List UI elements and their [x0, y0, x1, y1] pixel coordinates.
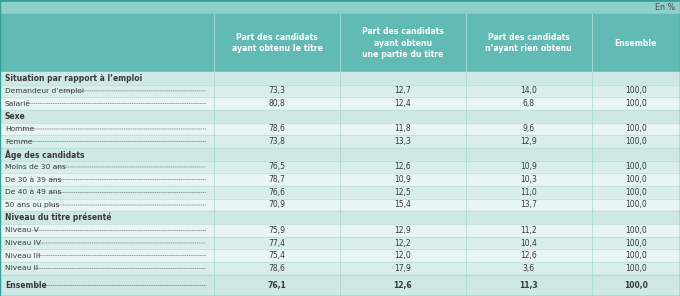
Text: 12,6: 12,6 [394, 163, 411, 171]
Text: 10,9: 10,9 [520, 163, 537, 171]
Text: 100,0: 100,0 [624, 281, 648, 290]
Text: 12,9: 12,9 [520, 137, 537, 146]
Text: 12,6: 12,6 [394, 281, 412, 290]
Text: De 40 à 49 ans: De 40 à 49 ans [5, 189, 61, 195]
Text: En %: En % [655, 3, 675, 12]
Text: 6,8: 6,8 [523, 99, 534, 108]
Bar [0, 148, 680, 161]
Text: 78,7: 78,7 [269, 175, 286, 184]
Bar [0, 173, 680, 186]
Text: 100,0: 100,0 [625, 124, 647, 133]
Bar [0, 275, 680, 296]
Text: 10,4: 10,4 [520, 239, 537, 247]
Bar [0, 0, 680, 14]
Text: Niveau II: Niveau II [5, 265, 38, 271]
Text: 3,6: 3,6 [523, 264, 534, 273]
Bar [0, 14, 680, 72]
Text: 100,0: 100,0 [625, 86, 647, 95]
Text: 75,4: 75,4 [269, 251, 286, 260]
Bar [0, 199, 680, 211]
Text: 100,0: 100,0 [625, 188, 647, 197]
Bar [0, 237, 680, 249]
Text: 9,6: 9,6 [523, 124, 534, 133]
Text: Sexe: Sexe [5, 112, 26, 121]
Text: 73,3: 73,3 [269, 86, 286, 95]
Text: Niveau III: Niveau III [5, 253, 40, 259]
Text: 100,0: 100,0 [625, 175, 647, 184]
Text: 12,6: 12,6 [520, 251, 537, 260]
Text: 50 ans ou plus: 50 ans ou plus [5, 202, 59, 208]
Text: 80,8: 80,8 [269, 99, 286, 108]
Text: 100,0: 100,0 [625, 251, 647, 260]
Text: Niveau IV: Niveau IV [5, 240, 41, 246]
Text: De 30 à 39 ans: De 30 à 39 ans [5, 177, 61, 183]
Text: 100,0: 100,0 [625, 239, 647, 247]
Text: 100,0: 100,0 [625, 264, 647, 273]
Text: 100,0: 100,0 [625, 137, 647, 146]
Text: Part des candidats
ayant obtenu
une partie du titre: Part des candidats ayant obtenu une part… [362, 27, 444, 59]
Text: 78,6: 78,6 [269, 264, 286, 273]
Text: 11,2: 11,2 [520, 226, 537, 235]
Text: Part des candidats
n’ayant rien obtenu: Part des candidats n’ayant rien obtenu [486, 33, 572, 53]
Text: 15,4: 15,4 [394, 200, 411, 210]
Bar [0, 161, 680, 173]
Text: 11,0: 11,0 [520, 188, 537, 197]
Text: 11,3: 11,3 [520, 281, 538, 290]
Text: 70,9: 70,9 [269, 200, 286, 210]
Text: 77,4: 77,4 [269, 239, 286, 247]
Text: Ensemble: Ensemble [615, 38, 657, 48]
Text: Femme: Femme [5, 139, 33, 145]
Text: Âge des candidats: Âge des candidats [5, 149, 84, 160]
Text: 100,0: 100,0 [625, 226, 647, 235]
Text: 17,9: 17,9 [394, 264, 411, 273]
Text: 75,9: 75,9 [269, 226, 286, 235]
Text: 76,1: 76,1 [268, 281, 286, 290]
Bar [0, 110, 680, 123]
Text: 100,0: 100,0 [625, 200, 647, 210]
Text: Salarié: Salarié [5, 101, 31, 107]
Text: Homme: Homme [5, 126, 34, 132]
Text: 10,9: 10,9 [394, 175, 411, 184]
Text: 100,0: 100,0 [625, 99, 647, 108]
Bar [0, 211, 680, 224]
Bar [0, 135, 680, 148]
Text: Part des candidats
ayant obtenu le titre: Part des candidats ayant obtenu le titre [232, 33, 322, 53]
Bar [0, 262, 680, 275]
Bar [0, 97, 680, 110]
Text: Niveau V: Niveau V [5, 227, 39, 233]
Bar [0, 224, 680, 237]
Text: 10,3: 10,3 [520, 175, 537, 184]
Text: 14,0: 14,0 [520, 86, 537, 95]
Text: 13,3: 13,3 [394, 137, 411, 146]
Text: 100,0: 100,0 [625, 163, 647, 171]
Text: 13,7: 13,7 [520, 200, 537, 210]
Bar [0, 123, 680, 135]
Text: 76,5: 76,5 [269, 163, 286, 171]
Bar [0, 249, 680, 262]
Text: 12,9: 12,9 [394, 226, 411, 235]
Text: 12,5: 12,5 [394, 188, 411, 197]
Text: 12,2: 12,2 [394, 239, 411, 247]
Text: 73,8: 73,8 [269, 137, 286, 146]
Bar [0, 186, 680, 199]
Text: 11,8: 11,8 [394, 124, 411, 133]
Text: Ensemble: Ensemble [5, 281, 46, 290]
Bar [0, 72, 680, 85]
Text: 12,7: 12,7 [394, 86, 411, 95]
Text: Situation par rapport à l’emploi: Situation par rapport à l’emploi [5, 74, 142, 83]
Bar [0, 85, 680, 97]
Text: Demandeur d’emploi: Demandeur d’emploi [5, 88, 84, 94]
Text: 76,6: 76,6 [269, 188, 286, 197]
Text: 12,0: 12,0 [394, 251, 411, 260]
Text: 78,6: 78,6 [269, 124, 286, 133]
Text: 12,4: 12,4 [394, 99, 411, 108]
Text: Niveau du titre présenté: Niveau du titre présenté [5, 213, 112, 222]
Text: Moins de 30 ans: Moins de 30 ans [5, 164, 66, 170]
